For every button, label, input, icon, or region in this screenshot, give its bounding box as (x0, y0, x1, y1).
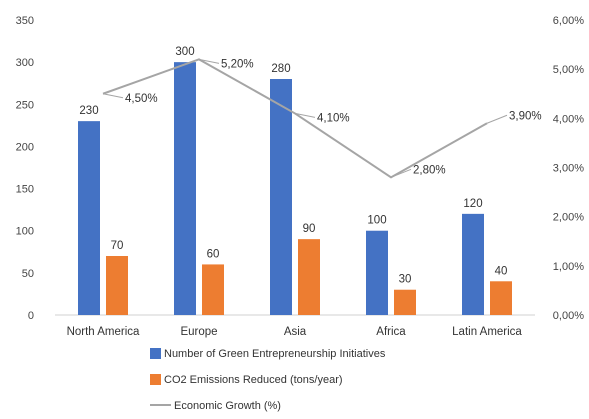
category-labels: North America Europe Asia Africa Latin Ameri… (67, 326, 523, 338)
y-right-tick-label: 4,00% (553, 113, 584, 125)
y-right-tick-label: 6,00% (553, 15, 584, 27)
legend-swatch (150, 348, 161, 359)
initiatives-bar-label: 300 (175, 46, 194, 58)
co2-bar-label: 90 (303, 223, 316, 235)
line-label-leader (102, 93, 124, 99)
line-series (102, 58, 508, 179)
y-left-tick-label: 0 (28, 310, 34, 322)
y-left-tick-label: 150 (16, 184, 34, 196)
initiatives-bar (270, 79, 292, 315)
legend: Number of Green Entrepreneurship Initiat… (150, 348, 386, 412)
economic-growth-line (102, 58, 488, 179)
legend-label: Number of Green Entrepreneurship Initiat… (164, 348, 386, 360)
co2-bar (106, 256, 128, 315)
category-label: Latin America (452, 326, 522, 338)
category-label: Africa (376, 326, 406, 338)
y-left-tick-label: 250 (16, 99, 34, 111)
data-labels: 230 300 280 100 120 70 60 90 30 40 4,50% 5,20% 4,10%… (79, 46, 541, 286)
y-left-tick-label: 350 (16, 15, 34, 27)
initiatives-bar (174, 62, 196, 316)
initiatives-bar-label: 230 (79, 105, 98, 117)
y-right-tick-label: 1,00% (553, 261, 584, 273)
category-label: Europe (180, 326, 217, 338)
category-label: North America (67, 326, 140, 338)
economic-growth-label: 4,50% (125, 93, 158, 105)
economic-growth-label: 3,90% (509, 110, 542, 122)
co2-bar (394, 289, 416, 315)
line-label-leader (486, 114, 508, 124)
y-right-tick-label: 3,00% (553, 163, 584, 175)
legend-label: Economic Growth (%) (174, 400, 281, 412)
y-left-tick-label: 50 (22, 268, 34, 280)
right-axis-ticks: 0,00% 1,00% 2,00% 3,00% 4,00% 5,00% 6,00% (553, 15, 584, 322)
co2-bar-label: 30 (399, 274, 412, 286)
y-right-tick-label: 2,00% (553, 212, 584, 224)
co2-bar (490, 281, 512, 315)
category-label: Asia (284, 326, 307, 338)
co2-bar-label: 70 (111, 240, 124, 252)
left-axis-ticks: 0 50 100 150 200 250 300 350 (16, 15, 34, 322)
initiatives-bar-label: 120 (463, 198, 482, 210)
co2-bar-label: 60 (207, 248, 220, 260)
initiatives-bar-label: 280 (271, 63, 290, 75)
economic-growth-label: 5,20% (221, 58, 254, 70)
y-left-tick-label: 300 (16, 57, 34, 69)
initiatives-bar (366, 230, 388, 315)
co2-bar (202, 264, 224, 315)
bar-series (78, 62, 512, 316)
y-right-tick-label: 5,00% (553, 64, 584, 76)
legend-label: CO2 Emissions Reduced (tons/year) (164, 374, 343, 386)
y-left-tick-label: 200 (16, 141, 34, 153)
co2-bar-label: 40 (495, 265, 508, 277)
legend-swatch (150, 374, 161, 385)
y-right-tick-label: 0,00% (553, 310, 584, 322)
initiatives-bar (78, 121, 100, 316)
y-left-tick-label: 100 (16, 226, 34, 238)
line-label-leader (198, 58, 220, 64)
initiatives-bar-label: 100 (367, 215, 386, 227)
co2-bar (298, 239, 320, 315)
economic-growth-label: 4,10% (317, 112, 350, 124)
economic-growth-label: 2,80% (413, 164, 446, 176)
line-label-leader (294, 112, 316, 118)
line-label-leader (390, 168, 412, 178)
initiatives-bar (462, 213, 484, 315)
